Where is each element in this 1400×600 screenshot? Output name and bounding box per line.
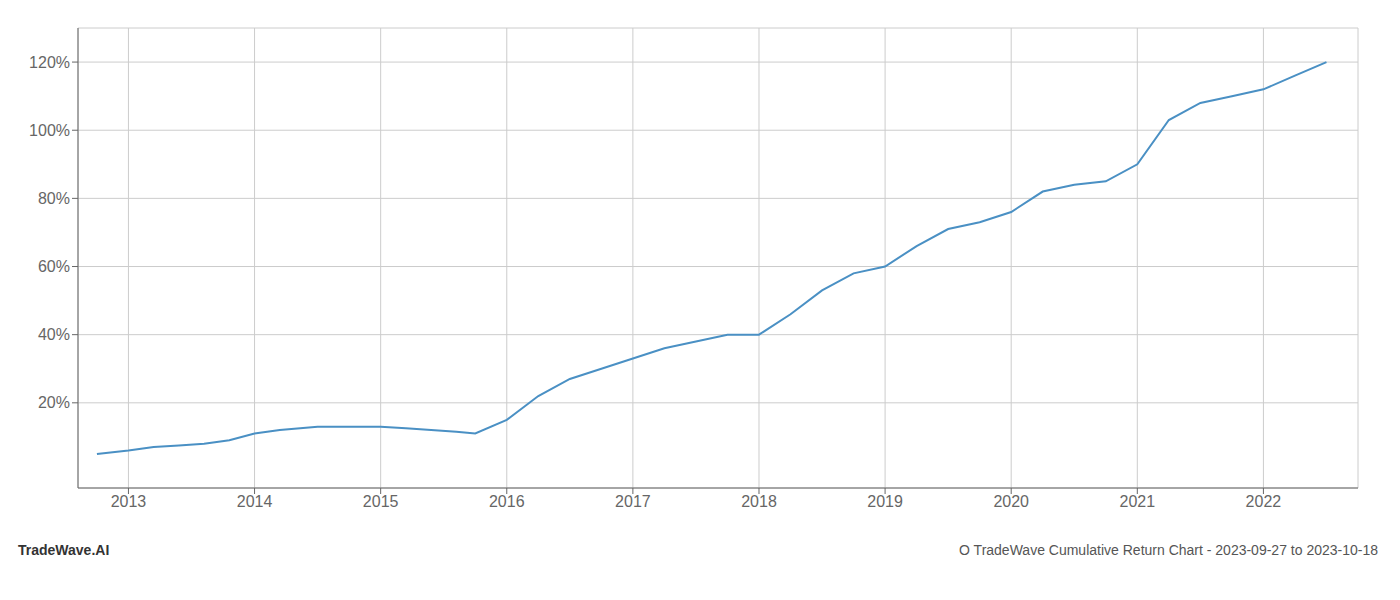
svg-text:2021: 2021 (1120, 493, 1156, 510)
svg-text:2018: 2018 (741, 493, 777, 510)
svg-text:20%: 20% (38, 394, 70, 411)
svg-text:2014: 2014 (237, 493, 273, 510)
svg-text:2015: 2015 (363, 493, 399, 510)
svg-text:80%: 80% (38, 190, 70, 207)
svg-text:60%: 60% (38, 258, 70, 275)
svg-text:120%: 120% (29, 54, 70, 71)
svg-text:40%: 40% (38, 326, 70, 343)
svg-text:2022: 2022 (1246, 493, 1282, 510)
svg-text:2013: 2013 (111, 493, 147, 510)
html-text:TradeWave.AI: TradeWave.AI (18, 542, 110, 558)
svg-text:2020: 2020 (993, 493, 1029, 510)
svg-text:2016: 2016 (489, 493, 525, 510)
svg-text:2017: 2017 (615, 493, 651, 510)
html-text:O TradeWave Cumulative Return: O TradeWave Cumulative Return Chart - 20… (959, 542, 1378, 558)
svg-text:100%: 100% (29, 122, 70, 139)
svg-text:2019: 2019 (867, 493, 903, 510)
